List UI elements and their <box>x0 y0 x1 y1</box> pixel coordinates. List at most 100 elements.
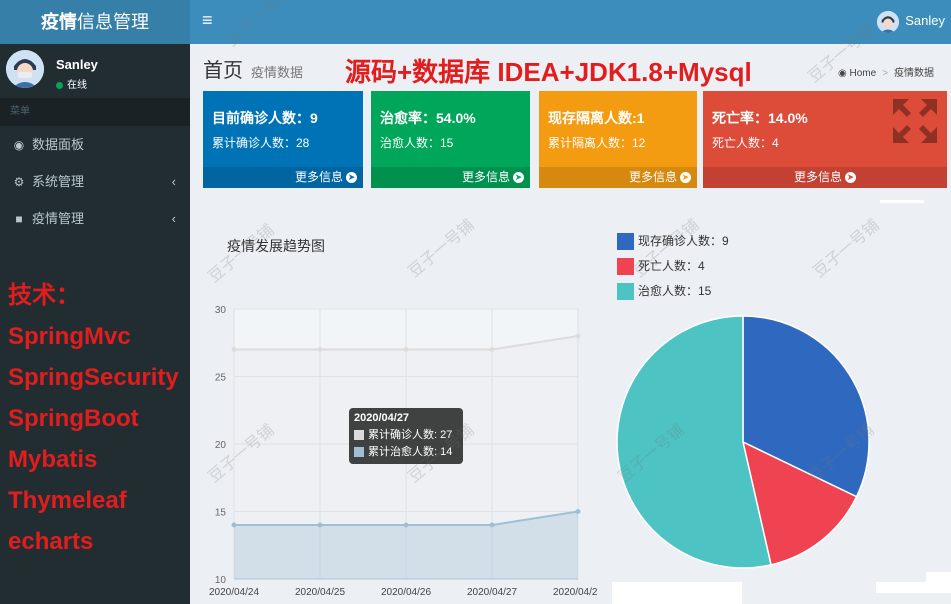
data-point <box>575 333 581 339</box>
y-tick-label: 20 <box>215 440 227 451</box>
logo-bold-text: 疫情 <box>41 12 77 32</box>
data-point <box>489 522 495 528</box>
top-user-name: Sanley <box>905 13 945 28</box>
tooltip-row-text: 累计治愈人数: 14 <box>368 446 453 458</box>
pie-slice <box>616 315 772 569</box>
line-chart-title: 疫情发展趋势图 <box>227 238 325 254</box>
pie-slice <box>741 440 858 566</box>
arrow-circle-right-icon: ➤ <box>680 172 691 184</box>
legend-swatch <box>354 447 364 458</box>
tech-item: SpringMvc <box>8 323 131 350</box>
user-status-text: 在线 <box>67 80 87 91</box>
tech-stack: 技术： SpringMvc SpringSecurity SpringBoot … <box>8 275 179 562</box>
breadcrumb-separator: > <box>882 68 889 79</box>
top-user-menu[interactable]: Sanley <box>877 9 945 33</box>
watermark: 豆子一号铺 <box>810 216 883 282</box>
x-tick-label: 2020/04/26 <box>381 587 431 598</box>
user-status: 在线 <box>56 76 87 91</box>
online-dot-icon <box>56 81 63 89</box>
pie-slice <box>742 315 870 498</box>
stat-secondary: 治愈人数：15 <box>380 136 454 150</box>
tech-item: Mybatis <box>8 446 98 473</box>
legend-label: 现存确诊人数：9 <box>638 234 729 248</box>
data-point <box>403 522 409 528</box>
pie-legend: 现存确诊人数：9 死亡人数：4 治愈人数：15 <box>617 231 729 306</box>
y-tick-label: 15 <box>215 508 227 519</box>
cogs-icon: ⚙ <box>13 175 25 189</box>
legend-swatch <box>617 258 634 276</box>
sidebar-toggle-icon[interactable]: ≡ <box>202 10 213 30</box>
sidebar-item-system[interactable]: ⚙ 系统管理 ‹ <box>0 163 190 200</box>
sidebar-item-epidemic[interactable]: ■ 疫情管理 ‹ <box>0 200 190 237</box>
more-info-label: 更多信息 <box>294 170 343 184</box>
tech-title: 技术： <box>8 282 80 309</box>
x-tick-label: 2020/04/25 <box>295 587 345 598</box>
tech-item: echarts <box>8 528 94 555</box>
user-name: Sanley <box>56 57 98 72</box>
more-info-link[interactable]: 更多信息 ➤ <box>371 167 530 188</box>
app-logo[interactable]: 疫情信息管理 <box>0 0 190 44</box>
stat-primary: 现存隔离人数:1 <box>548 110 645 126</box>
chevron-left-icon: ‹ <box>171 174 176 189</box>
menu-header: 菜单 <box>0 98 190 126</box>
sidebar-item-label: 系统管理 <box>32 174 85 189</box>
stat-box-isolation: 现存隔离人数:1 累计隔离人数：12 更多信息 ➤ <box>539 91 697 188</box>
logo-text: 信息管理 <box>77 12 149 32</box>
page-title: 首页 <box>203 60 243 82</box>
tech-item: SpringBoot <box>8 405 139 432</box>
more-info-link[interactable]: 更多信息 ➤ <box>703 167 947 188</box>
more-info-link[interactable]: 更多信息 ➤ <box>539 167 697 188</box>
avatar-icon <box>877 10 900 33</box>
dashboard-icon: ◉ <box>13 138 25 152</box>
legend-label: 治愈人数：15 <box>638 284 712 298</box>
more-info-link[interactable]: 更多信息 ➤ <box>203 167 363 188</box>
data-point <box>317 347 323 352</box>
top-navbar: ≡ Sanley <box>190 0 951 44</box>
blank-area <box>612 582 742 604</box>
breadcrumb-home[interactable]: Home <box>849 68 877 79</box>
stat-primary: 治愈率：54.0% <box>380 110 476 126</box>
breadcrumb: ◉ Home > 疫情数据 <box>838 64 934 79</box>
home-icon: ◉ <box>838 68 847 79</box>
legend-item[interactable]: 现存确诊人数：9 <box>617 231 729 256</box>
cube-icon: ■ <box>15 212 23 226</box>
expand-icon <box>893 99 937 143</box>
x-tick-label: 2020/04/24 <box>209 587 259 598</box>
arrow-circle-right-icon: ➤ <box>845 172 856 184</box>
data-point <box>231 347 237 352</box>
legend-swatch <box>354 430 364 441</box>
tooltip-row: 累计治愈人数: 14 <box>354 444 458 461</box>
breadcrumb-current: 疫情数据 <box>894 68 935 79</box>
legend-swatch <box>617 233 634 251</box>
page-subtitle: 疫情数据 <box>251 65 304 80</box>
sidebar-item-label: 数据面板 <box>32 137 85 152</box>
sidebar: 疫情信息管理 Sanley 在线 菜单 ◉ 数据面板 ⚙ 系统管理 ‹ ■ 疫情管 <box>0 0 190 604</box>
tooltip-title: 2020/04/27 <box>354 412 410 424</box>
y-tick-label: 25 <box>215 373 227 384</box>
user-panel: Sanley 在线 <box>0 44 190 98</box>
data-point <box>231 522 237 528</box>
legend-item[interactable]: 治愈人数：15 <box>617 281 729 306</box>
legend-item[interactable]: 死亡人数：4 <box>617 256 729 281</box>
tech-item: Thymeleaf <box>8 487 127 514</box>
blank-area <box>926 572 951 582</box>
sidebar-item-label: 疫情管理 <box>32 211 85 226</box>
avatar-icon <box>6 50 44 88</box>
tooltip-row: 累计确诊人数: 27 <box>354 427 458 444</box>
pie-chart <box>616 315 870 569</box>
more-info-label: 更多信息 <box>461 170 510 184</box>
chevron-left-icon: ‹ <box>171 211 176 226</box>
data-point <box>317 522 323 528</box>
data-point <box>489 347 495 352</box>
arrow-circle-right-icon: ➤ <box>346 172 357 184</box>
tooltip-row-text: 累计确诊人数: 27 <box>368 429 453 441</box>
data-point <box>575 509 581 514</box>
line-chart: 10 15 20 25 30 2020/04/24 2020/04/25 2020/04/26… <box>209 305 598 598</box>
promo-banner: 源码+数据库 IDEA+JDK1.8+Mysql <box>345 57 752 87</box>
sidebar-item-dashboard[interactable]: ◉ 数据面板 <box>0 126 190 163</box>
more-info-label: 更多信息 <box>793 170 842 184</box>
legend-label: 死亡人数：4 <box>638 259 705 273</box>
more-info-label: 更多信息 <box>628 170 677 184</box>
stat-secondary: 死亡人数：4 <box>712 136 779 150</box>
